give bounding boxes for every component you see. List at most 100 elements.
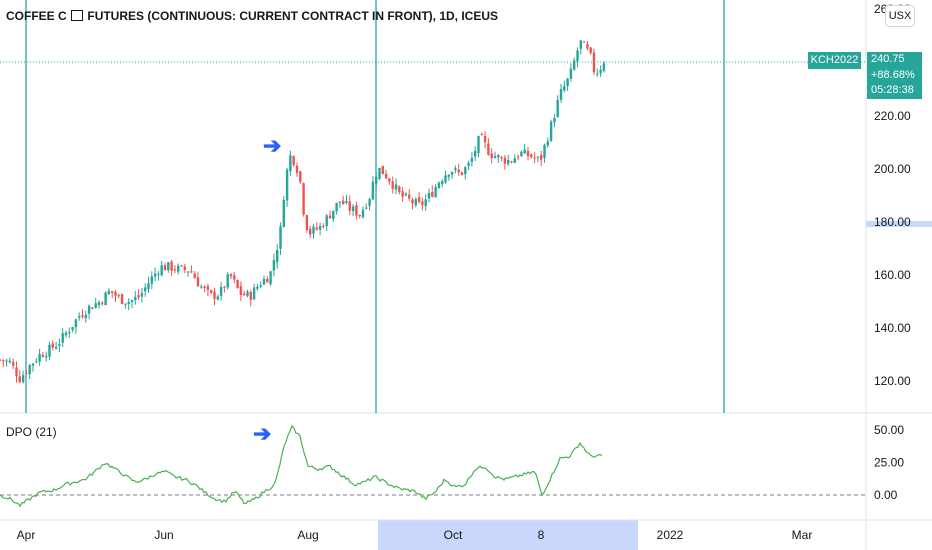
- candle-body: [289, 155, 292, 172]
- candle-body: [97, 302, 101, 306]
- candle-body: [497, 155, 500, 158]
- candle-body: [229, 274, 233, 277]
- candle-body: [111, 291, 114, 293]
- candle-body: [450, 171, 454, 175]
- candle-body: [196, 277, 200, 287]
- candle-body: [546, 141, 549, 146]
- candle-body: [203, 286, 206, 289]
- candle-body: [503, 157, 507, 164]
- candle-body: [12, 362, 15, 366]
- candle-body: [490, 153, 493, 159]
- candle-body: [441, 180, 444, 185]
- candle-body: [523, 149, 526, 154]
- candle-body: [249, 292, 252, 300]
- candle-body: [210, 290, 213, 293]
- candle-body: [500, 157, 503, 159]
- candle-body: [64, 332, 68, 336]
- candle-body: [355, 205, 358, 216]
- candle-body: [193, 273, 196, 279]
- candle-body: [200, 286, 203, 288]
- candle-body: [173, 269, 177, 271]
- annotation-arrow-icon: ➔: [263, 133, 282, 158]
- ticker-badge: KCH2022: [808, 52, 861, 69]
- candle-body: [130, 300, 134, 303]
- candle-body: [464, 167, 467, 175]
- candle-body: [520, 151, 523, 157]
- candle-body: [239, 286, 243, 296]
- candle-body: [586, 44, 589, 49]
- candle-body: [384, 173, 388, 179]
- candle-body: [493, 156, 497, 158]
- candle-body: [444, 175, 447, 183]
- candle-body: [276, 249, 279, 263]
- candle-body: [167, 262, 170, 271]
- candle-body: [41, 354, 45, 357]
- time-tick-label: Mar: [792, 528, 813, 542]
- candle-body: [147, 283, 150, 290]
- candle-body: [582, 41, 586, 43]
- candle-body: [28, 364, 31, 375]
- candle-body: [262, 278, 266, 285]
- candle-body: [266, 278, 269, 283]
- candle-body: [15, 367, 18, 377]
- candle-body: [206, 286, 210, 290]
- candle-body: [312, 226, 315, 234]
- annotation-arrow-icon: ➔: [253, 421, 272, 446]
- candle-body: [431, 191, 434, 197]
- candle-body: [345, 201, 348, 203]
- candle-body: [140, 293, 144, 297]
- candle-body: [84, 315, 87, 319]
- candle-body: [127, 301, 130, 305]
- candle-body: [25, 373, 28, 375]
- candle-body: [338, 201, 342, 203]
- candle-body: [421, 201, 424, 206]
- candle-body: [38, 353, 41, 362]
- dpo-series-line: [0, 424, 603, 508]
- candle-body: [576, 50, 579, 61]
- candle-body: [213, 291, 216, 299]
- candle-body: [457, 169, 460, 173]
- candle-body: [371, 181, 375, 200]
- candle-body: [292, 156, 295, 165]
- candle-body: [553, 117, 556, 123]
- candle-body: [190, 271, 193, 273]
- dpo-tick-label: 50.00: [874, 423, 904, 437]
- candle-body: [87, 305, 91, 314]
- candle-body: [269, 271, 272, 285]
- candle-body: [513, 158, 516, 163]
- candle-body: [579, 40, 582, 49]
- candle-body: [411, 199, 414, 204]
- candle-body: [107, 290, 111, 295]
- candle-body: [134, 296, 137, 301]
- candle-body: [74, 319, 78, 328]
- candle-body: [322, 225, 325, 227]
- candle-body: [404, 193, 408, 196]
- candle-body: [328, 215, 332, 219]
- candle-body: [0, 359, 2, 361]
- candle-body: [507, 159, 510, 164]
- candle-body: [177, 265, 180, 272]
- candle-body: [332, 210, 335, 220]
- candle-body: [573, 60, 576, 70]
- candle-body: [2, 359, 5, 362]
- candle-body: [216, 296, 219, 300]
- candle-body: [592, 52, 596, 73]
- candle-body: [282, 200, 285, 228]
- candle-body: [61, 333, 64, 343]
- candle-body: [295, 165, 299, 174]
- candle-body: [477, 136, 480, 153]
- futures-marker-icon: [71, 10, 84, 21]
- candle-body: [348, 201, 351, 211]
- price-scale-highlight: [866, 221, 932, 227]
- indicator-label[interactable]: DPO (21): [6, 425, 57, 439]
- candle-body: [35, 361, 38, 363]
- candle-body: [437, 182, 441, 188]
- candle-body: [183, 266, 186, 270]
- candle-body: [94, 303, 97, 308]
- title-rest: FUTURES (CONTINUOUS: CURRENT CONTRACT IN…: [87, 9, 499, 23]
- candle-body: [150, 276, 153, 284]
- candle-body: [186, 271, 190, 273]
- currency-button[interactable]: USX: [885, 5, 915, 27]
- title-symbol: COFFEE C: [6, 9, 67, 23]
